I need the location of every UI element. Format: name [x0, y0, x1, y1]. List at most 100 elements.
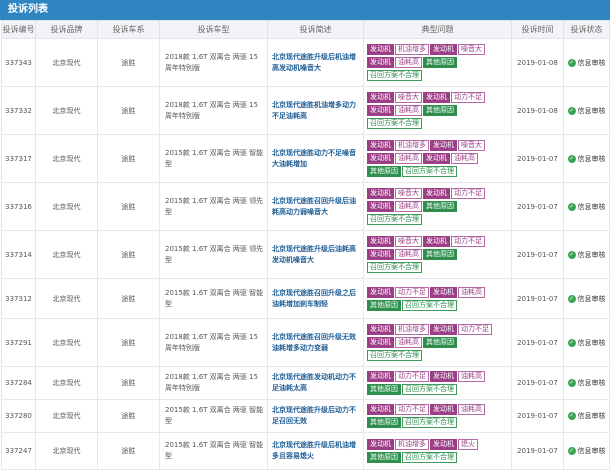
status-label: 信息审核	[577, 412, 606, 420]
complaint-model: 2015款 1.6T 双离合 两驱 智能型	[159, 399, 268, 433]
complaint-date: 2019-01-07	[511, 278, 564, 319]
issue-tag: 发动机	[423, 188, 450, 199]
status-badge: ✓ 信息审核	[567, 379, 606, 387]
complaint-issues: 发动机 动力不足 发动机 油耗高其他原因 召回方案不合理	[363, 278, 512, 319]
complaint-issues: 发动机 动力不足 发动机 油耗高其他原因 召回方案不合理	[363, 399, 512, 433]
status-badge: ✓ 信息审核	[567, 202, 606, 211]
check-circle-icon: ✓	[567, 294, 576, 303]
check-circle-icon: ✓	[567, 58, 576, 67]
col-header-status: 投诉状态	[563, 20, 610, 39]
issue-tag: 发动机	[367, 404, 394, 415]
issue-tag: 动力不足	[395, 371, 429, 382]
issue-tag: 发动机	[423, 236, 450, 247]
complaint-model: 2015款 1.6T 双离合 两驱 智能型	[159, 278, 268, 319]
table-row[interactable]: 337247 北京现代 途胜 2015款 1.6T 双离合 两驱 智能型 北京现代途胜升…	[1, 432, 610, 470]
complaint-brand: 北京现代	[35, 366, 98, 400]
complaint-issues: 发动机 机油增多 发动机 噪音大发动机 油耗高 发动机 油耗高其他原因 召回方案不合理	[363, 134, 512, 183]
status-label: 信息审核	[577, 154, 606, 163]
complaint-desc[interactable]: 北京现代途胜动力不足噪音大油耗增加	[267, 134, 364, 183]
issue-tag: 油耗高	[451, 153, 478, 164]
issue-tag: 发动机	[367, 324, 394, 335]
issue-tag: 其他原因	[367, 166, 401, 177]
issue-tag: 召回方案不合理	[402, 452, 457, 463]
complaint-series: 途胜	[97, 182, 160, 231]
table-row[interactable]: 337280 北京现代 途胜 2015款 1.6T 双离合 两驱 智能型 北京现代途胜升…	[1, 399, 610, 433]
check-circle-icon: ✓	[567, 154, 576, 163]
status-badge: ✓ 信息审核	[567, 447, 606, 455]
status-badge: ✓ 信息审核	[567, 58, 606, 67]
complaint-date: 2019-01-07	[511, 318, 564, 367]
complaint-id: 337343	[1, 38, 36, 87]
col-header-series: 投诉车系	[97, 20, 160, 39]
complaint-desc[interactable]: 北京现代途胜升级后动力不足召回无效	[267, 399, 364, 433]
issue-tag: 动力不足	[395, 286, 429, 298]
issue-tag: 噪音大	[395, 92, 422, 103]
complaint-issues: 发动机 动力不足 发动机 油耗高其他原因 召回方案不合理	[363, 366, 512, 400]
issue-tag: 召回方案不合理	[367, 70, 422, 81]
issue-tag: 动力不足	[395, 404, 429, 415]
table-row[interactable]: 337343 北京现代 途胜 2018款 1.6T 双离合 两驱 15周年特别版 北京现…	[1, 38, 610, 87]
complaint-status-cell: ✓ 信息审核	[563, 366, 610, 400]
table-row[interactable]: 337314 北京现代 途胜 2015款 1.6T 双离合 两驱 领先型 北京现代途胜升…	[1, 230, 610, 279]
status-badge: ✓ 信息审核	[567, 106, 606, 115]
issue-tag: 油耗高	[395, 105, 422, 116]
complaint-id: 337314	[1, 230, 36, 279]
complaint-status-cell: ✓ 信息审核	[563, 134, 610, 183]
issue-tag: 油耗高	[395, 249, 422, 260]
issue-tag: 发动机	[367, 371, 394, 382]
complaint-desc[interactable]: 北京现代途胜召回升级无效油耗增多动力变弱	[267, 318, 364, 367]
complaint-brand: 北京现代	[35, 86, 98, 135]
complaint-series: 途胜	[97, 38, 160, 87]
complaint-model: 2015款 1.6T 双离合 两驱 领先型	[159, 182, 268, 231]
table-row[interactable]: 337312 北京现代 途胜 2015款 1.6T 双离合 两驱 智能型 北京现代途胜召…	[1, 278, 610, 319]
issue-tag: 动力不足	[451, 92, 485, 103]
complaint-desc[interactable]: 北京现代途胜升级后机油增多且容易熄火	[267, 432, 364, 470]
table-row[interactable]: 337284 北京现代 途胜 2018款 1.6T 双离合 两驱 15周年特别版 北京现…	[1, 366, 610, 400]
table-row[interactable]: 337317 北京现代 途胜 2015款 1.6T 双离合 两驱 智能型 北京现代途胜动…	[1, 134, 610, 183]
complaint-brand: 北京现代	[35, 432, 98, 470]
complaint-brand: 北京现代	[35, 318, 98, 367]
complaint-desc[interactable]: 北京现代途胜召回升级之后油耗增加刹车制轻	[267, 278, 364, 319]
complaint-date: 2019-01-07	[511, 182, 564, 231]
issue-tag: 机油增多	[395, 44, 429, 55]
complaint-date: 2019-01-07	[511, 134, 564, 183]
issue-tag: 油耗高	[458, 371, 485, 382]
issue-tag: 发动机	[430, 371, 457, 382]
status-label: 信息审核	[577, 106, 606, 115]
complaint-desc[interactable]: 北京现代途胜升级后油耗高发动机噪音大	[267, 230, 364, 279]
complaint-desc[interactable]: 北京现代途胜发动机动力不足油耗太高	[267, 366, 364, 400]
complaint-status-cell: ✓ 信息审核	[563, 432, 610, 470]
complaint-desc[interactable]: 北京现代途胜召回升级后油耗高动力弱噪音大	[267, 182, 364, 231]
complaint-id: 337317	[1, 134, 36, 183]
complaint-issues: 发动机 噪音大 发动机 动力不足发动机 油耗高 其他原因召回方案不合理	[363, 86, 512, 135]
complaint-desc[interactable]: 北京现代途胜机油增多动力不足油耗高	[267, 86, 364, 135]
complaint-status-cell: ✓ 信息审核	[563, 318, 610, 367]
status-badge: ✓ 信息审核	[567, 338, 606, 347]
complaint-date: 2019-01-07	[511, 366, 564, 400]
complaint-status-cell: ✓ 信息审核	[563, 182, 610, 231]
check-circle-icon: ✓	[567, 250, 576, 259]
issue-tag: 发动机	[430, 404, 457, 415]
complaint-id: 337316	[1, 182, 36, 231]
col-header-desc: 投诉简述	[267, 20, 364, 39]
complaint-table: 投诉编号 投诉品牌 投诉车系 投诉车型 投诉简述 典型问题 投诉时间 投诉状态 …	[1, 20, 610, 470]
issue-tag: 发动机	[430, 44, 457, 55]
complaint-brand: 北京现代	[35, 230, 98, 279]
complaint-desc[interactable]: 北京现代途胜升级后机油增高发动机噪音大	[267, 38, 364, 87]
col-header-date: 投诉时间	[511, 20, 564, 39]
check-circle-icon: ✓	[567, 106, 576, 115]
complaint-brand: 北京现代	[35, 38, 98, 87]
complaint-model: 2015款 1.6T 双离合 两驱 智能型	[159, 134, 268, 183]
table-row[interactable]: 337316 北京现代 途胜 2015款 1.6T 双离合 两驱 领先型 北京现代途胜召…	[1, 182, 610, 231]
issue-tag: 召回方案不合理	[402, 417, 457, 428]
table-row[interactable]: 337332 北京现代 途胜 2018款 1.6T 双离合 两驱 15周年特别版 北京现…	[1, 86, 610, 135]
issue-tag: 发动机	[423, 92, 450, 103]
complaint-status-cell: ✓ 信息审核	[563, 230, 610, 279]
issue-tag: 动力不足	[458, 324, 492, 335]
status-label: 信息审核	[577, 294, 606, 303]
issue-tag: 油耗高	[395, 153, 422, 164]
col-header-model: 投诉车型	[159, 20, 268, 39]
table-row[interactable]: 337291 北京现代 途胜 2018款 1.6T 双离合 两驱 15周年特别版 北京现…	[1, 318, 610, 367]
status-badge: ✓ 信息审核	[567, 412, 606, 420]
issue-tag: 发动机	[367, 105, 394, 116]
